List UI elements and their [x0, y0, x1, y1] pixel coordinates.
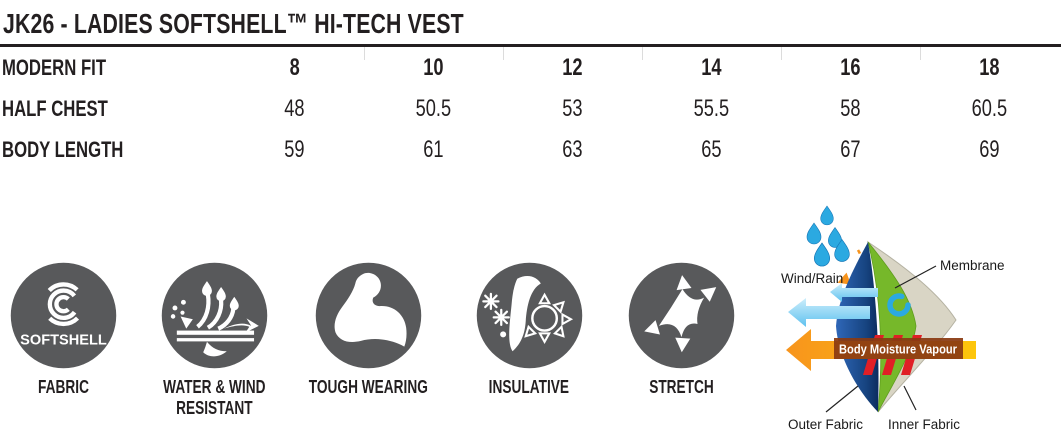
size-value: 53	[562, 94, 583, 122]
feature-fabric: SOFTSHELL FABRIC	[0, 259, 153, 398]
stretch-icon	[628, 262, 734, 369]
size-value: 60.5	[971, 94, 1008, 122]
table-row-label: HALF CHEST	[2, 95, 108, 121]
insulative-icon	[476, 262, 582, 369]
size-value: 67	[840, 135, 861, 163]
feature-tough-wearing: TOUGH WEARING	[278, 259, 458, 398]
feature-water-wind: WATER & WIND RESISTANT	[124, 259, 304, 418]
column-separator	[920, 47, 921, 60]
feature-stretch: STRETCH	[591, 259, 771, 398]
size-value: 59	[284, 135, 305, 163]
column-separator	[364, 47, 365, 60]
page-title: JK26 - LADIES SOFTSHELL™ HI-TECH VEST	[3, 8, 464, 39]
feature-label: WATER & WIND RESISTANT	[162, 377, 266, 418]
size-value: 48	[284, 94, 305, 122]
feature-icons-row: SOFTSHELL FABRIC	[0, 259, 780, 445]
column-separator	[781, 47, 782, 60]
title-divider	[0, 44, 1061, 47]
table-row-label: BODY LENGTH	[2, 136, 124, 162]
softshell-logo	[41, 282, 85, 327]
inner-fabric-label: Inner Fabric	[888, 417, 960, 432]
outer-fabric-label: Outer Fabric	[788, 417, 863, 432]
size-table: MODERN FIT 8 10 12 14 16 18 HALF CHEST 4…	[0, 47, 1061, 170]
feature-label: INSULATIVE	[488, 377, 570, 397]
bicep-glyph	[334, 272, 407, 347]
water-wind-glyph	[170, 281, 259, 357]
size-col-header: 10	[423, 53, 444, 81]
size-value: 65	[701, 135, 722, 163]
size-col-header: 16	[840, 53, 861, 81]
vapour-banner	[834, 338, 963, 359]
size-value: 58	[840, 94, 861, 122]
vapour-banner-label: Body Moisture Vapour	[839, 342, 957, 357]
moisture-swirl-icon	[887, 293, 911, 317]
softshell-badge: SOFTSHELL	[20, 332, 107, 349]
column-separator	[503, 47, 504, 60]
size-value: 69	[979, 135, 1000, 163]
size-col-header: 18	[979, 53, 1000, 81]
leader-lines	[825, 265, 937, 413]
size-col-header: 14	[701, 53, 722, 81]
feature-label: STRETCH	[648, 377, 714, 397]
column-separator	[642, 47, 643, 60]
membrane-label: Membrane	[940, 258, 1005, 273]
feature-insulative: INSULATIVE	[439, 259, 619, 398]
membrane-layer	[867, 241, 917, 413]
table-row-label: MODERN FIT	[2, 54, 107, 80]
size-col-header: 8	[289, 53, 300, 81]
insulative-glyph	[481, 276, 573, 352]
size-value: 61	[423, 135, 444, 163]
size-col-header: 12	[562, 53, 583, 81]
rain-droplets	[806, 205, 850, 267]
water-wind-resistant-icon	[161, 262, 267, 369]
size-value: 63	[562, 135, 583, 163]
softshell-fabric-icon: SOFTSHELL	[10, 262, 116, 369]
size-value: 50.5	[415, 94, 452, 122]
feature-label: TOUGH WEARING	[308, 377, 428, 397]
fabric-technology-diagram: Wind/Rain Body Moisture Vapour Membrane …	[781, 205, 1005, 432]
tough-wearing-icon	[315, 262, 421, 369]
size-value: 55.5	[693, 94, 730, 122]
wind-rain-label: Wind/Rain	[781, 271, 843, 286]
feature-label: FABRIC	[37, 377, 89, 397]
stretch-glyph	[641, 274, 721, 353]
wind-deflect-arrows	[788, 283, 878, 327]
